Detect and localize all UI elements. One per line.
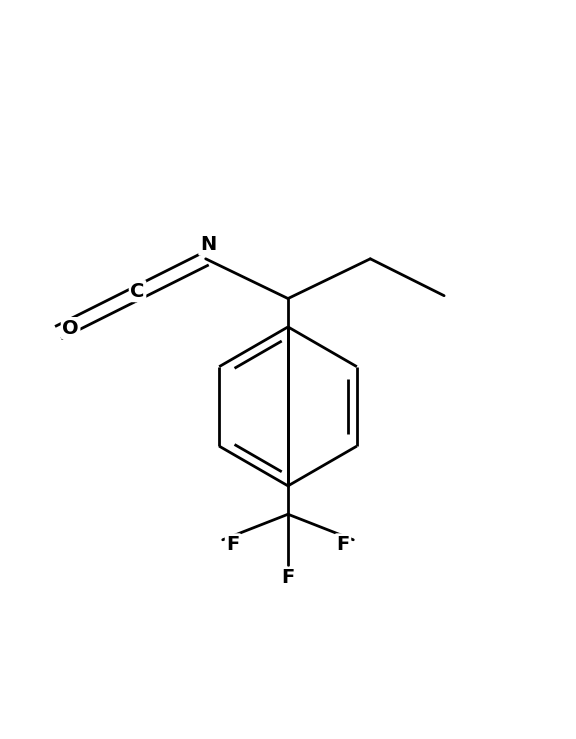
Text: O: O [62,319,79,338]
Text: F: F [226,535,240,554]
Text: N: N [200,235,216,254]
Text: C: C [130,282,145,301]
Text: F: F [281,568,295,588]
Text: F: F [336,535,350,554]
